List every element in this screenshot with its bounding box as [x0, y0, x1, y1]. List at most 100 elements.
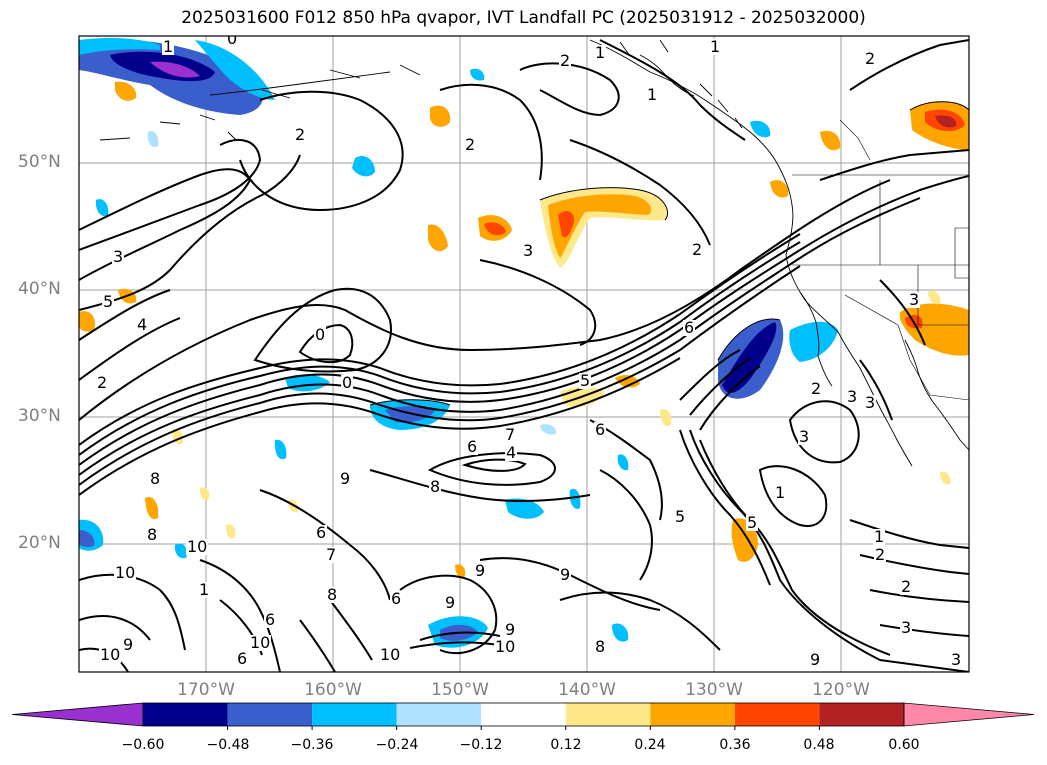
- contour-label: 9: [340, 469, 350, 488]
- anomaly-outlines: [369, 101, 969, 406]
- contour-label: 9: [445, 593, 455, 612]
- contour-label: 7: [326, 545, 336, 564]
- contour-label-bg: [874, 547, 886, 563]
- colorbar-tick-label: −0.60: [121, 737, 165, 753]
- colorbar-tick-label: 0.60: [888, 737, 920, 753]
- contour-label-bg: [900, 620, 912, 636]
- contour-label: 1: [199, 580, 209, 599]
- colorbar-tick-label: −0.36: [290, 737, 334, 753]
- contour-label: 5: [103, 292, 113, 311]
- contour-label: 9: [560, 565, 570, 584]
- coastlines: [99, 39, 969, 467]
- contour-label-bg: [339, 471, 351, 487]
- contour-label: 6: [237, 649, 247, 668]
- contour-label-bg: [809, 652, 821, 668]
- contour-label: 5: [580, 371, 590, 390]
- contour-label: 6: [595, 420, 605, 439]
- lat-label-40n: 40°N: [18, 279, 61, 299]
- contour-label: 6: [467, 437, 477, 456]
- contour-label: 10: [100, 645, 120, 664]
- contour-label: 3: [865, 393, 875, 412]
- contour-label-bg: [429, 479, 441, 495]
- colorbar: [11, 702, 1035, 730]
- political-borders: [792, 119, 969, 401]
- contour-label: 2: [875, 545, 885, 564]
- contour-label: 9: [123, 635, 133, 654]
- contour-label-bg: [494, 639, 516, 655]
- colorbar-segment: [143, 703, 228, 726]
- contour-label-bg: [315, 525, 327, 541]
- lon-label-140w: 140°W: [558, 680, 616, 700]
- lon-label-150w: 150°W: [431, 680, 489, 700]
- colorbar-tick-label: −0.24: [375, 737, 419, 753]
- contour-label-bg: [112, 249, 124, 265]
- contour-label: 6: [265, 610, 275, 629]
- contour-label-bg: [466, 439, 478, 455]
- contour-label: 1: [647, 85, 657, 104]
- contour-label: 1: [775, 483, 785, 502]
- contour-label-bg: [294, 127, 306, 143]
- colorbar-tick-label: 0.36: [719, 737, 751, 753]
- contour-label: 1: [163, 37, 173, 56]
- contour-label-bg: [379, 647, 401, 663]
- contour-label-bg: [99, 647, 121, 663]
- contour-label: 8: [595, 637, 605, 656]
- contour-label-bg: [683, 320, 695, 336]
- contour-label: 10: [495, 637, 515, 656]
- contour-label: 2: [865, 49, 875, 68]
- contour-label-bg: [236, 651, 248, 667]
- contour-label: 5: [747, 513, 757, 532]
- colorbar-segment: [819, 703, 904, 726]
- map-frame: [78, 35, 970, 673]
- contour-label-bg: [136, 317, 148, 333]
- contour-label-bg: [444, 595, 456, 611]
- contour-label-bg: [846, 389, 858, 405]
- contour-label-bg: [249, 635, 271, 651]
- colorbar-frame: [142, 702, 905, 727]
- contour-label: 10: [115, 563, 135, 582]
- contour-label-bg: [341, 375, 353, 391]
- contour-label-bg: [579, 373, 591, 389]
- contour-label: 3: [847, 387, 857, 406]
- contour-label-bg: [198, 582, 210, 598]
- contour-label-bg: [594, 422, 606, 438]
- colorbar-segment: [565, 703, 651, 726]
- contour-label-bg: [149, 471, 161, 487]
- colorbar-segment: [312, 703, 397, 726]
- contour-label-bg: [505, 445, 517, 461]
- contour-label: 2: [692, 240, 702, 259]
- contour-label-bg: [114, 565, 136, 581]
- contour-label-bg: [774, 485, 786, 501]
- colorbar-segment: [227, 703, 313, 726]
- contour-label-bg: [900, 579, 912, 595]
- contour-label: 10: [250, 633, 270, 652]
- contour-label: 0: [315, 325, 325, 344]
- colorbar-tick-label: 0.24: [634, 737, 666, 753]
- colorbar-segment: [396, 703, 482, 726]
- contour-label: 2: [97, 373, 107, 392]
- colorbar-tick-label: 0.48: [803, 737, 835, 753]
- contour-label-bg: [873, 529, 885, 545]
- contour-label: 2: [811, 379, 821, 398]
- contour-label-bg: [474, 563, 486, 579]
- contour-label: 8: [147, 525, 157, 544]
- contour-label-bg: [908, 292, 920, 308]
- contour-label-bg: [798, 429, 810, 445]
- contour-label: 10: [380, 645, 400, 664]
- contour-label: 8: [150, 469, 160, 488]
- contour-label-bg: [810, 381, 822, 397]
- contour-label: 9: [810, 650, 820, 669]
- contour-label-bg: [464, 137, 476, 153]
- contour-label-bg: [264, 612, 276, 628]
- contour-label-bg: [709, 39, 721, 55]
- contour-label: 3: [523, 241, 533, 260]
- contour-label: 2: [465, 135, 475, 154]
- contour-label-bg: [674, 509, 686, 525]
- lat-label-50n: 50°N: [18, 152, 61, 172]
- contour-label-bg: [559, 53, 571, 69]
- lat-label-20n: 20°N: [18, 533, 61, 553]
- colorbar-tick-label: −0.12: [459, 737, 503, 753]
- colorbar-extend-max: [903, 702, 1035, 727]
- contour-label: 4: [137, 315, 147, 334]
